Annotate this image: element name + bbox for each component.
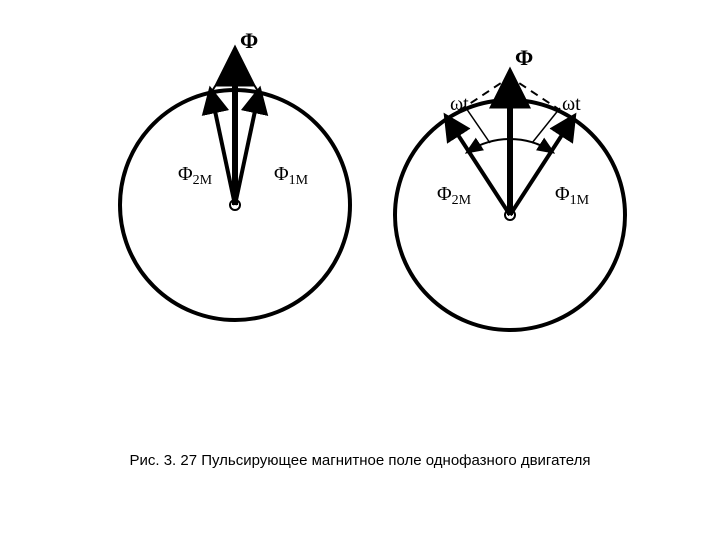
svg-text:ωt: ωt xyxy=(450,93,469,115)
diagram-canvas: Φ Φ1М Φ2М Φ Φ1М Φ2М ωt ωt Рис. 3. 27 Пульсирующ… xyxy=(0,0,720,540)
figure-caption: Рис. 3. 27 Пульсирующее магнитное поле о… xyxy=(0,452,720,469)
svg-text:Φ2М: Φ2М xyxy=(178,163,213,188)
svg-text:Φ2М: Φ2М xyxy=(437,183,472,208)
svg-text:Φ1М: Φ1М xyxy=(555,183,590,208)
svg-text:Φ: Φ xyxy=(240,28,258,53)
svg-text:ωt: ωt xyxy=(562,93,581,115)
svg-text:Φ: Φ xyxy=(515,45,533,70)
svg-text:Φ1М: Φ1М xyxy=(274,163,309,188)
